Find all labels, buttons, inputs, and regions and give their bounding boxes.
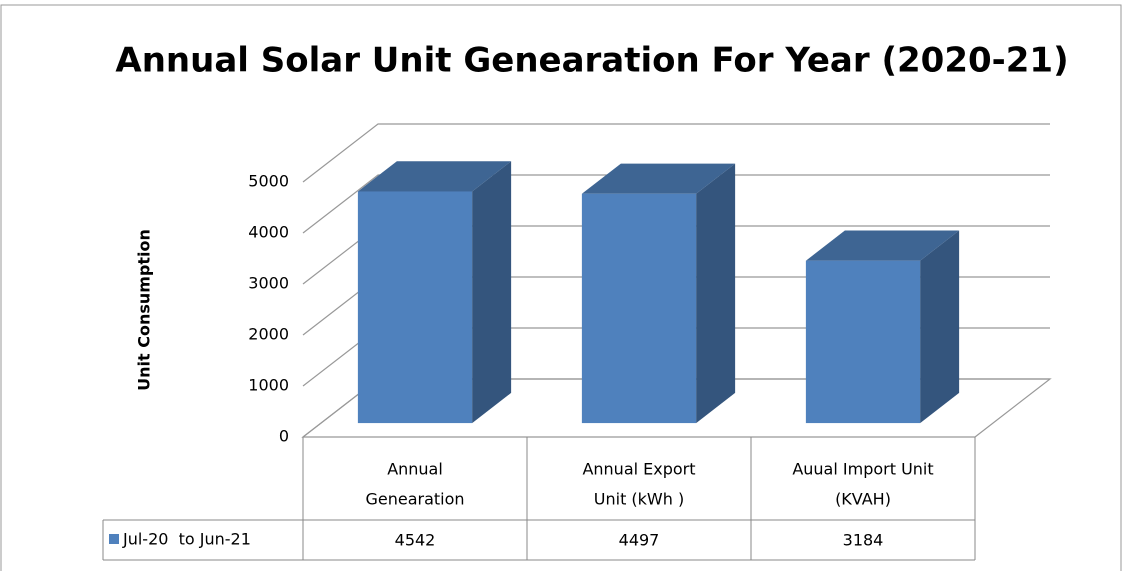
x-tick-label: Auual Import Unit [792,460,933,479]
x-tick-label: Annual [387,460,443,479]
grid-line [302,174,1050,234]
y-tick-label: 2000 [248,325,289,344]
y-tick-label: 4000 [248,223,289,242]
bar-side [472,161,512,424]
bar-side [696,163,736,424]
bar [357,191,473,424]
x-tick-label: Annual Export [582,460,695,479]
chart-title: Annual Solar Unit Genearation For Year (… [115,41,1068,81]
y-tick-label: 0 [279,427,289,446]
legend-label: Jul-20 to Jun-21 [122,530,251,549]
x-tick-label: (KVAH) [835,490,891,509]
bar-top [357,161,512,192]
table-value: 4542 [395,531,436,550]
x-tick-label: Unit (kWh ) [594,490,684,509]
y-tick-label: 3000 [248,274,289,293]
table-value: 4497 [619,531,660,550]
bar-top [805,230,960,261]
table-value: 3184 [843,531,884,550]
bar [805,260,921,424]
bar [581,193,697,424]
x-tick-label: Genearation [365,490,464,509]
bar-top [581,163,736,194]
bar-side [920,230,960,424]
y-axis-label: Unit Consumption [135,229,154,391]
grid-line [302,123,1050,183]
y-tick-label: 5000 [248,172,289,191]
y-tick-label: 1000 [248,376,289,395]
legend-swatch [109,534,119,544]
